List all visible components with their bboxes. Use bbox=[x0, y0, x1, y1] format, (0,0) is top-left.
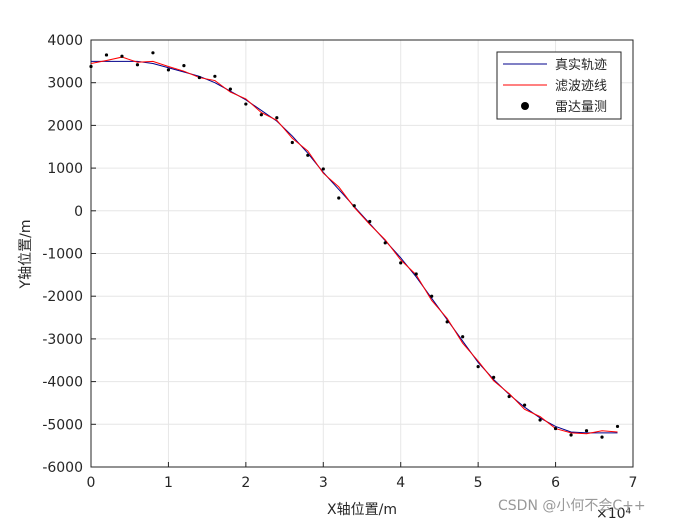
measurement-point bbox=[104, 53, 109, 57]
x-multiplier: ×10⁴ bbox=[596, 506, 632, 522]
measurement-point bbox=[492, 375, 496, 379]
x-tick-label: 2 bbox=[241, 475, 250, 491]
x-tick-label: 7 bbox=[629, 475, 638, 491]
measurement-point bbox=[600, 435, 604, 439]
y-axis-label: Y轴位置/m bbox=[18, 220, 34, 290]
measurement-point bbox=[476, 365, 480, 369]
x-tick-label: 1 bbox=[164, 475, 173, 491]
measurement-point bbox=[321, 167, 325, 171]
y-tick-label: -1000 bbox=[42, 247, 83, 263]
x-tick-label: 4 bbox=[396, 475, 405, 491]
legend-swatch bbox=[521, 102, 529, 110]
x-tick-label: 6 bbox=[551, 475, 560, 491]
measurement-point bbox=[584, 429, 589, 433]
y-tick-label: -3000 bbox=[42, 332, 83, 348]
y-tick-label: -6000 bbox=[42, 460, 83, 476]
measurement-point bbox=[461, 335, 465, 339]
measurement-point bbox=[538, 418, 542, 422]
measurement-point bbox=[259, 113, 263, 117]
measurement-point bbox=[337, 196, 341, 200]
y-tick-label: 3000 bbox=[47, 76, 83, 92]
measurement-point bbox=[228, 87, 232, 91]
measurement-point bbox=[89, 64, 93, 69]
y-tick-label: -2000 bbox=[42, 289, 83, 305]
measurement-point bbox=[445, 320, 449, 324]
x-tick-label: 5 bbox=[474, 475, 483, 491]
legend-label: 滤波迹线 bbox=[555, 79, 607, 94]
measurement-point bbox=[523, 403, 527, 407]
x-tick-label: 3 bbox=[319, 475, 328, 491]
x-axis-label: X轴位置/m bbox=[327, 502, 397, 518]
measurement-point bbox=[275, 116, 279, 120]
measurement-point bbox=[306, 153, 310, 157]
measurement-point bbox=[368, 219, 372, 224]
measurement-point bbox=[383, 241, 387, 245]
y-tick-label: 4000 bbox=[47, 33, 83, 49]
measurement-point bbox=[151, 51, 155, 55]
measurement-point bbox=[414, 272, 418, 276]
measurement-point bbox=[120, 54, 124, 58]
y-tick-label: 0 bbox=[74, 204, 83, 220]
measurement-point bbox=[507, 394, 511, 399]
y-tick-label: -4000 bbox=[42, 375, 83, 391]
measurement-point bbox=[197, 75, 201, 80]
y-tick-label: -5000 bbox=[42, 417, 83, 433]
y-tick-label: 2000 bbox=[47, 118, 83, 134]
measurement-point bbox=[399, 261, 403, 265]
measurement-point bbox=[213, 74, 217, 78]
measurement-point bbox=[569, 433, 573, 437]
measurement-point bbox=[553, 426, 558, 431]
measurement-point bbox=[135, 63, 140, 67]
measurement-point bbox=[290, 140, 294, 145]
measurement-point bbox=[244, 102, 248, 106]
x-tick-label: 0 bbox=[87, 475, 96, 491]
watermark: CSDN @小何不会C++ bbox=[498, 498, 646, 514]
axes-box bbox=[90, 39, 634, 468]
measurement-point bbox=[182, 64, 186, 68]
measurement-point bbox=[166, 68, 171, 72]
measurement-point bbox=[430, 294, 434, 298]
legend-label: 雷达量测 bbox=[555, 100, 607, 115]
legend-label: 真实轨迹 bbox=[555, 58, 607, 73]
measurement-point bbox=[615, 424, 620, 429]
measurement-point bbox=[352, 204, 356, 208]
y-tick-label: 1000 bbox=[47, 161, 83, 177]
series-line bbox=[90, 56, 618, 435]
